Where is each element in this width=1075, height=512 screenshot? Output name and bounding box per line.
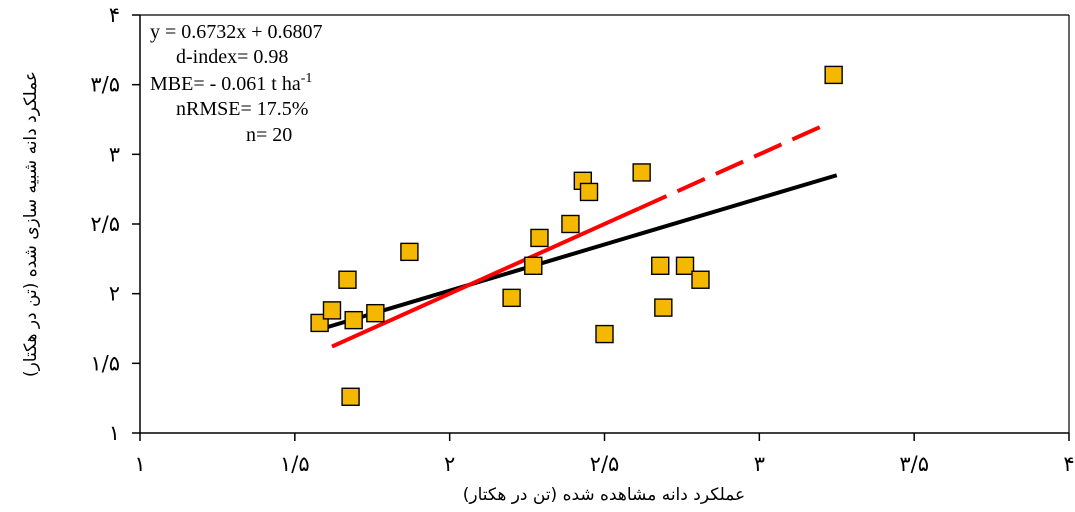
- x-tick-label: ۲/۵: [590, 452, 620, 476]
- data-point: [530, 228, 549, 248]
- x-axis-title: عملکرد دانه مشاهده شده (تن در هکتار): [463, 485, 745, 505]
- fit-lines: [322, 121, 838, 349]
- regression-equation: y = 0.6732x + 0.6807: [150, 21, 323, 43]
- data-point: [502, 288, 521, 308]
- y-axis-ticks: ۱ ۱/۵ ۲ ۲/۵ ۳ ۳/۵ ۴: [90, 3, 140, 445]
- data-points: [310, 65, 843, 406]
- y-tick-label: ۴: [109, 3, 120, 27]
- stats-annotation: y = 0.6732x + 0.6807 d-index= 0.98 MBE= …: [150, 21, 323, 146]
- data-point: [400, 242, 419, 262]
- x-tick-label: ۳: [754, 452, 765, 476]
- data-point: [524, 256, 543, 275]
- y-axis-title: عملکرد دانه شبیه سازی شده (تن در هکتار): [21, 71, 41, 377]
- mbe-superscript: -1: [301, 71, 313, 86]
- data-point: [338, 270, 357, 289]
- data-point: [322, 301, 342, 320]
- one-to-one-line-solid: [331, 206, 641, 349]
- nrmse-label: nRMSE= 17.5%: [176, 98, 308, 120]
- x-tick-label: ۱/۵: [280, 452, 310, 476]
- mbe-label: MBE= - 0.061 t ha-1: [150, 71, 312, 95]
- y-tick-label: ۱: [109, 421, 120, 445]
- data-point: [595, 324, 614, 344]
- one-to-one-line-dashed: [638, 121, 829, 211]
- data-point: [691, 270, 710, 289]
- mbe-text: MBE= - 0.061 t ha: [150, 73, 301, 95]
- y-tick-label: ۱/۵: [90, 351, 120, 375]
- x-tick-label: ۴: [1063, 452, 1074, 476]
- y-tick-label: ۳: [109, 142, 120, 166]
- y-tick-label: ۲: [109, 282, 120, 306]
- data-point: [654, 298, 673, 317]
- data-point: [341, 387, 360, 406]
- regression-line: [322, 173, 838, 331]
- y-tick-label: ۳/۵: [90, 73, 120, 97]
- data-point: [579, 182, 599, 202]
- data-point: [675, 256, 695, 275]
- n-label: n= 20: [246, 124, 292, 146]
- x-tick-label: ۲: [444, 452, 455, 476]
- data-point: [344, 310, 363, 330]
- y-tick-label: ۲/۵: [90, 212, 120, 236]
- data-point: [824, 65, 843, 85]
- data-point: [561, 214, 580, 234]
- x-axis-ticks: ۱ ۱/۵ ۲ ۲/۵ ۳ ۳/۵ ۴: [134, 433, 1075, 476]
- data-point: [632, 163, 651, 182]
- data-point: [651, 256, 670, 275]
- data-point: [366, 303, 385, 323]
- x-tick-label: ۳/۵: [899, 452, 929, 476]
- x-tick-label: ۱: [134, 452, 145, 476]
- d-index-label: d-index= 0.98: [176, 46, 288, 68]
